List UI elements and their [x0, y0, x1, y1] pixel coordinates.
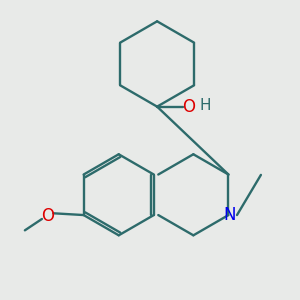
Text: O: O	[41, 207, 54, 225]
Text: O: O	[182, 98, 195, 116]
Text: H: H	[200, 98, 211, 113]
Text: N: N	[224, 206, 236, 224]
